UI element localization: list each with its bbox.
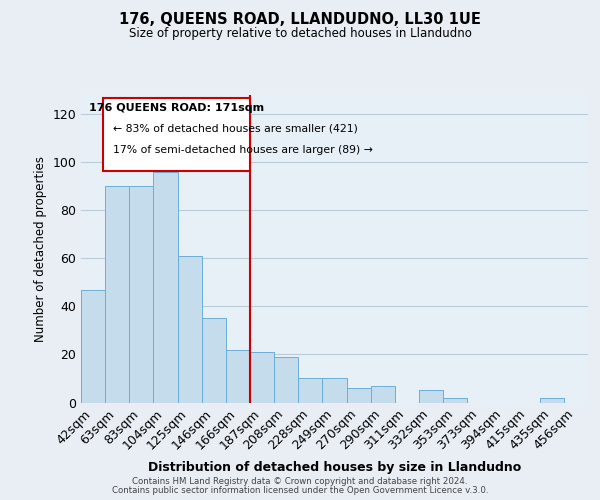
Text: Contains public sector information licensed under the Open Government Licence v.: Contains public sector information licen… (112, 486, 488, 495)
Text: 17% of semi-detached houses are larger (89) →: 17% of semi-detached houses are larger (… (113, 146, 373, 156)
Bar (250, 352, 274, 403)
Bar (105, 186, 129, 402)
Bar (226, 350, 250, 403)
Bar (178, 256, 202, 402)
Bar (371, 386, 395, 402)
Bar (154, 172, 178, 402)
Y-axis label: Number of detached properties: Number of detached properties (34, 156, 47, 342)
Bar (419, 390, 443, 402)
Bar (202, 318, 226, 402)
Bar (298, 378, 322, 402)
Bar (274, 357, 298, 403)
Text: Size of property relative to detached houses in Llandudno: Size of property relative to detached ho… (128, 28, 472, 40)
Bar (540, 398, 564, 402)
Bar (129, 186, 154, 402)
Text: 176, QUEENS ROAD, LLANDUDNO, LL30 1UE: 176, QUEENS ROAD, LLANDUDNO, LL30 1UE (119, 12, 481, 28)
Bar (443, 398, 467, 402)
Bar (347, 388, 371, 402)
X-axis label: Distribution of detached houses by size in Llandudno: Distribution of detached houses by size … (148, 460, 521, 473)
Text: 176 QUEENS ROAD: 171sqm: 176 QUEENS ROAD: 171sqm (89, 103, 264, 113)
Bar (81, 290, 105, 403)
Bar (322, 378, 347, 402)
Text: Contains HM Land Registry data © Crown copyright and database right 2024.: Contains HM Land Registry data © Crown c… (132, 477, 468, 486)
FancyBboxPatch shape (103, 98, 250, 171)
Text: ← 83% of detached houses are smaller (421): ← 83% of detached houses are smaller (42… (113, 124, 358, 134)
